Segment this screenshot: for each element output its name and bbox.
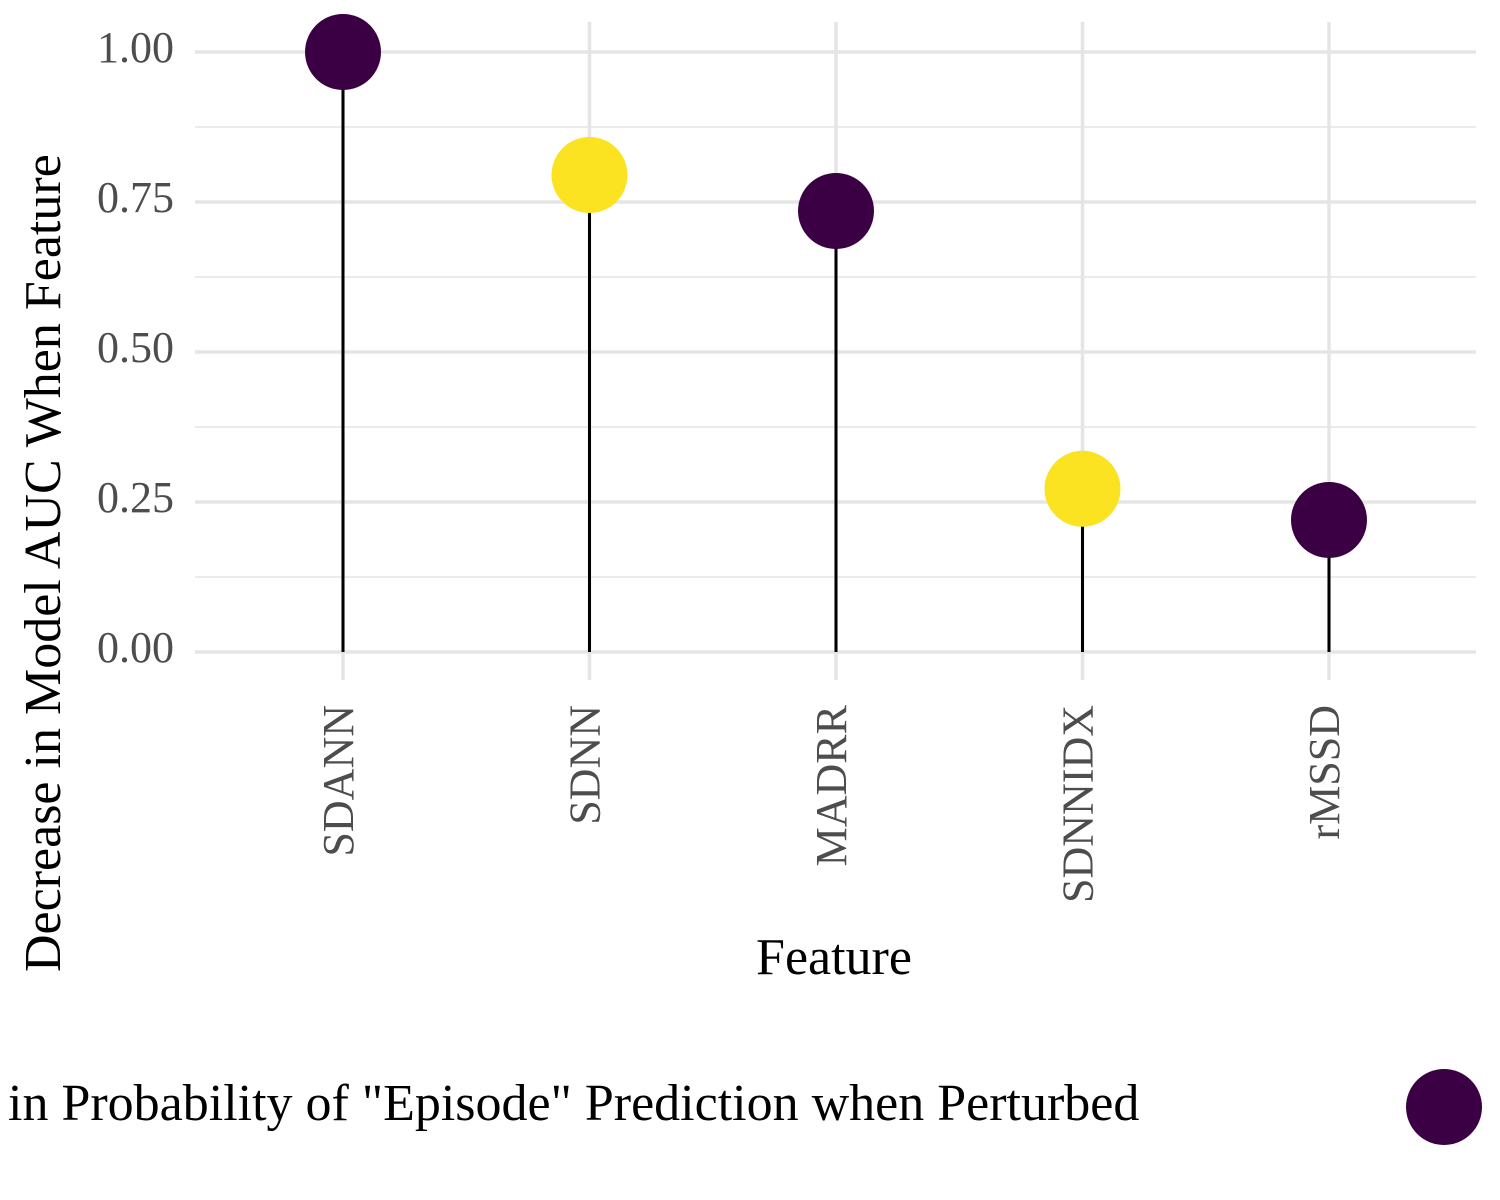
y-tick-label: 0.50 [97, 323, 174, 372]
dot [551, 137, 628, 213]
legend-title: in Probability of "Episode" Prediction w… [8, 1075, 1139, 1132]
x-tick-label: SDNN [561, 705, 610, 825]
x-tick-label: SDNNIDX [1054, 705, 1103, 903]
dot [1044, 450, 1121, 527]
y-axis-title: Decrease in Model AUC When Feature [15, 154, 72, 972]
dot [305, 14, 381, 90]
y-tick-label: 0.00 [97, 623, 174, 672]
y-tick-label: 0.25 [97, 473, 174, 522]
y-tick-label: 0.75 [97, 173, 174, 222]
x-tick-label: SDANN [314, 705, 363, 857]
legend-key [1406, 1069, 1482, 1145]
x-axis-title: Feature [756, 929, 912, 986]
dot [798, 173, 874, 249]
x-tick-label: MADRR [807, 704, 856, 866]
dot [1291, 482, 1367, 558]
y-tick-label: 1.00 [97, 23, 174, 72]
x-tick-label: rMSSD [1300, 705, 1349, 840]
